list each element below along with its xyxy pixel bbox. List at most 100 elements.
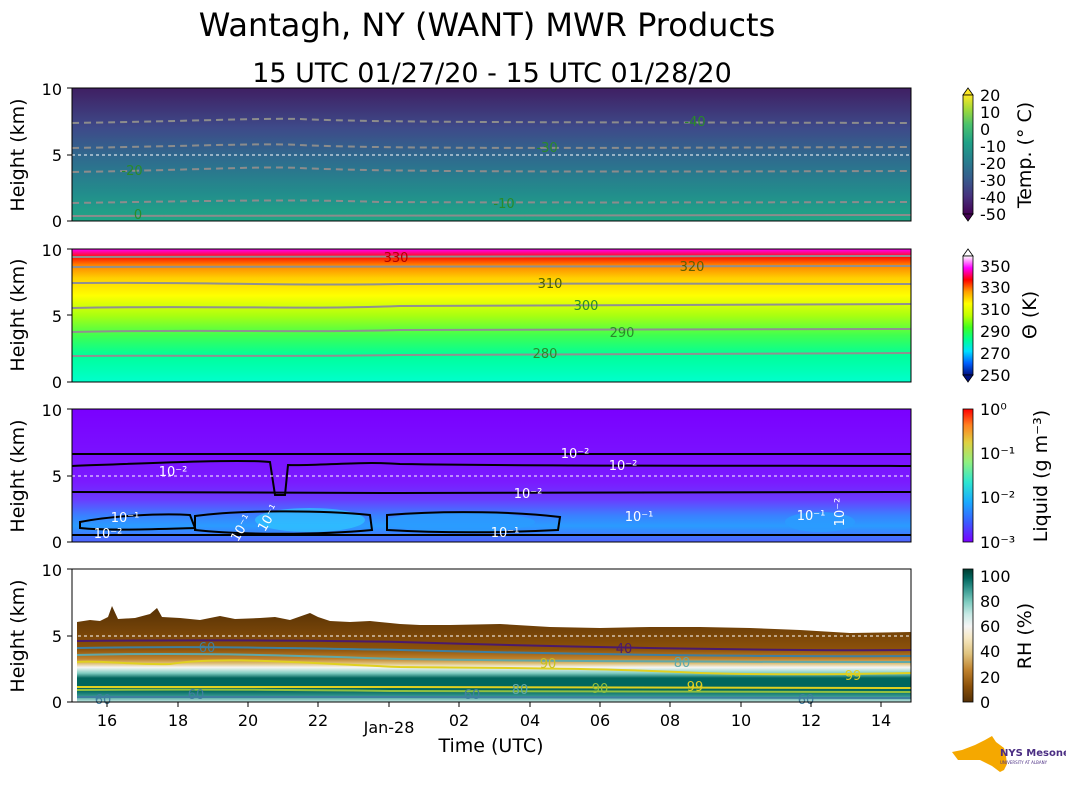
contour-1e-2-mid bbox=[72, 492, 911, 493]
colorbar-rh-bar bbox=[963, 569, 973, 702]
colorbar-liquid: 10⁰ 10⁻¹ 10⁻² 10⁻³ Liquid (g m⁻³) bbox=[963, 400, 1052, 552]
x-tick-label: 06 bbox=[590, 711, 610, 730]
contour-label: 80 bbox=[674, 656, 691, 671]
contour-label: -30 bbox=[536, 141, 557, 156]
x-axis: 16 18 20 22 Jan-28 02 04 06 08 10 12 14 … bbox=[97, 702, 891, 757]
colorbar-liquid-bar bbox=[963, 409, 973, 542]
contour-label: 10⁻¹ bbox=[111, 511, 140, 526]
contour-label: 10⁻¹ bbox=[625, 510, 654, 525]
contour-label: 99 bbox=[845, 669, 862, 684]
colorbar-tick-label: 0 bbox=[980, 693, 990, 712]
contour-label: 40 bbox=[616, 642, 633, 657]
colorbar-label: Liquid (g m⁻³) bbox=[1030, 410, 1052, 542]
x-tick-label: 02 bbox=[449, 711, 469, 730]
colorbar-temperature-bar bbox=[963, 95, 973, 214]
colorbar-rh: 100 80 60 40 20 0 RH (%) bbox=[963, 567, 1036, 712]
contour-label: 80 bbox=[512, 683, 529, 698]
contour-label: 99 bbox=[687, 680, 704, 695]
colorbar-tick-label: 10⁻² bbox=[980, 488, 1015, 507]
colorbar-tick-label: 10⁻³ bbox=[980, 533, 1015, 552]
colorbar-theta-bar bbox=[963, 256, 973, 375]
x-tick-label: 22 bbox=[308, 711, 328, 730]
x-tick-label: 04 bbox=[520, 711, 540, 730]
colorbar-extend-top bbox=[963, 88, 973, 95]
colorbar-tick-label: 60 bbox=[980, 617, 1000, 636]
contour-label: 10⁻² bbox=[561, 447, 590, 462]
contour-label: 90 bbox=[540, 657, 557, 672]
x-tick-label: 14 bbox=[871, 711, 891, 730]
panel-theta: 330 320 310 300 290 280 bbox=[72, 249, 911, 382]
y-tick-label: 0 bbox=[52, 373, 62, 392]
contour-330 bbox=[72, 256, 911, 257]
contour-label: 10⁻² bbox=[94, 527, 123, 542]
colorbar-extend-bottom bbox=[963, 375, 973, 382]
colorbar-tick-label: -50 bbox=[980, 205, 1006, 224]
y-tick-label: 10 bbox=[42, 241, 62, 260]
contour-label: 320 bbox=[680, 260, 705, 275]
y-tick-label: 5 bbox=[52, 146, 62, 165]
contour-label: -10 bbox=[493, 197, 514, 212]
contour-label: 90 bbox=[592, 682, 609, 697]
y-tick-label: 5 bbox=[52, 467, 62, 486]
y-tick-label: 0 bbox=[52, 212, 62, 231]
colorbar-label: Temp. (° C) bbox=[1014, 102, 1036, 209]
colorbar-tick-label: 310 bbox=[980, 300, 1011, 319]
contour-label: 10⁻² bbox=[159, 465, 188, 480]
contour-label: 330 bbox=[384, 251, 409, 266]
colorbar-label: Θ (K) bbox=[1019, 291, 1041, 339]
contour-label: 10⁻² bbox=[833, 498, 848, 527]
x-ticks bbox=[107, 702, 881, 707]
x-tick-label: 20 bbox=[238, 711, 258, 730]
figure-title: Wantagh, NY (WANT) MWR Products bbox=[199, 6, 775, 44]
colorbar-theta: 350 330 310 290 270 250 Θ (K) bbox=[963, 249, 1041, 385]
y-axis-label: Height (km) bbox=[7, 98, 29, 211]
x-tick-label: 12 bbox=[801, 711, 821, 730]
contour-label: 10⁻¹ bbox=[797, 509, 826, 524]
new-york-state-icon bbox=[952, 736, 1007, 772]
contour-label: 290 bbox=[610, 326, 635, 341]
contour-320 bbox=[72, 266, 911, 267]
colorbar-tick-label: 80 bbox=[980, 592, 1000, 611]
y-tick-label: 0 bbox=[52, 533, 62, 552]
x-tick-label: 08 bbox=[660, 711, 680, 730]
colorbar-tick-label: 20 bbox=[980, 668, 1000, 687]
colorbar-label: RH (%) bbox=[1014, 603, 1036, 669]
y-tick-label: 0 bbox=[52, 693, 62, 712]
contour-label: 60 bbox=[188, 688, 205, 703]
panel-temperature: -40 -30 -20 -10 0 bbox=[72, 88, 911, 223]
colorbar-tick-label: 290 bbox=[980, 322, 1011, 341]
contour-label: -20 bbox=[121, 164, 142, 179]
colorbar-tick-label: 350 bbox=[980, 257, 1011, 276]
y-axis-label: Height (km) bbox=[7, 419, 29, 532]
colorbar-tick-label: 270 bbox=[980, 344, 1011, 363]
colorbar-tick-label: 100 bbox=[980, 567, 1011, 586]
contour-label: 60 bbox=[95, 693, 112, 708]
contour-label: 10⁻¹ bbox=[491, 526, 520, 541]
colorbar-extend-bottom bbox=[963, 214, 973, 221]
y-tick-label: 10 bbox=[42, 80, 62, 99]
contour-label: 60 bbox=[199, 641, 216, 656]
y-axis-label: Height (km) bbox=[7, 258, 29, 371]
y-ticks bbox=[67, 88, 72, 702]
contour-label: 310 bbox=[538, 277, 563, 292]
x-tick-label: 10 bbox=[731, 711, 751, 730]
colorbar-extend-top bbox=[963, 249, 973, 256]
y-tick-label: 10 bbox=[42, 401, 62, 420]
x-tick-label: 16 bbox=[97, 711, 117, 730]
contour-label: 280 bbox=[533, 347, 558, 362]
colorbar-tick-label: 40 bbox=[980, 642, 1000, 661]
colorbar-tick-label: 10⁰ bbox=[980, 400, 1007, 419]
colorbar-tick-label: 330 bbox=[980, 278, 1011, 297]
y-axes: Height (km) Height (km) Height (km) Heig… bbox=[7, 80, 72, 712]
y-tick-label: 10 bbox=[42, 561, 62, 580]
panel-liquid: 10⁻² 10⁻² 10⁻² 10⁻² 10⁻¹ 10⁻¹ 10⁻¹ 10⁻¹ … bbox=[72, 409, 911, 544]
logo-text: NYS Mesonet bbox=[1000, 748, 1066, 759]
x-axis-label: Time (UTC) bbox=[437, 735, 543, 757]
figure-subtitle: 15 UTC 01/27/20 - 15 UTC 01/28/20 bbox=[252, 58, 732, 89]
colorbar-tick-label: 250 bbox=[980, 366, 1011, 385]
mesonet-logo: NYS Mesonet UNIVERSITY AT ALBANY bbox=[952, 736, 1066, 772]
x-tick-label: Jan-28 bbox=[363, 718, 415, 737]
logo-subtext: UNIVERSITY AT ALBANY bbox=[1000, 760, 1048, 765]
y-tick-label: 5 bbox=[52, 307, 62, 326]
